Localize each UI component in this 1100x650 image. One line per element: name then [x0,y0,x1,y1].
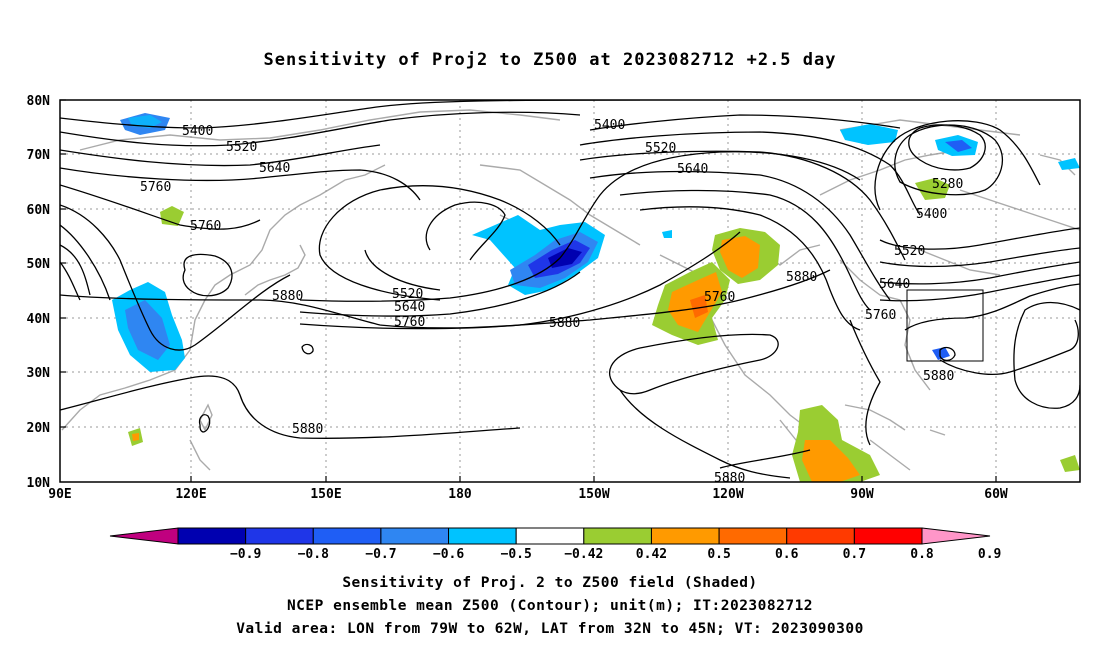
colorbar-swatch [718,527,788,545]
lon-label: 150E [310,487,341,502]
colorbar-label: 0.5 [707,547,730,562]
lat-label: 50N [27,257,51,272]
lon-label: 120W [712,487,743,502]
lon-label: 150W [578,487,609,502]
colorbar-label: −0.7 [365,547,396,562]
colorbar-label: −0.42 [564,547,603,562]
contour-label: 5880 [549,316,580,331]
colorbar-label: 0.8 [910,547,934,562]
coastlines [61,109,1080,482]
colorbar-swatch [583,527,652,545]
contour-label: 5760 [394,315,425,330]
colorbar-swatch [786,527,855,545]
contour-label: 5520 [392,287,423,302]
map-frame [59,99,1081,483]
tick-marks [60,99,997,482]
contour-label: 5520 [894,244,925,259]
caption-line-1: Sensitivity of Proj. 2 to Z500 field (Sh… [342,575,758,591]
contour-label: 5880 [923,369,954,384]
colorbar-label: 0.9 [978,547,1001,562]
lat-label: 70N [27,148,51,163]
lon-label: 90E [48,487,71,502]
lon-label: 120E [175,487,206,502]
contour-label: 5880 [272,289,303,304]
colorbar-min-triangle [109,527,179,545]
colorbar [109,527,991,545]
colorbar-label: −0.6 [433,547,464,562]
colorbar-label: −0.9 [230,547,261,562]
contour-label: 5760 [704,290,735,305]
colorbar-label: 0.42 [636,547,667,562]
contour-label: 5760 [190,219,221,234]
colorbar-swatch [312,527,382,545]
lon-label: 90W [850,487,874,502]
contour-label: 5760 [140,180,171,195]
contour-label: 5520 [645,141,676,156]
contour-label: 5520 [226,140,257,155]
lat-label: 60N [27,203,51,218]
lat-label: 80N [27,94,51,109]
lon-label: 60W [984,487,1008,502]
lat-label: 40N [27,312,51,327]
colorbar-swatch [448,527,517,545]
contour-label: 5880 [786,270,817,285]
contour-label: 5400 [594,118,625,133]
colorbar-swatch [650,527,720,545]
lat-label: 30N [27,366,51,381]
longitude-labels: 90E 120E 150E 180 150W 120W 90W 60W [48,487,1008,502]
contour-label: 5880 [714,471,745,486]
contour-label: 5640 [677,162,708,177]
map-title: Sensitivity of Proj2 to Z500 at 20230827… [263,50,837,70]
contour-label: 5640 [259,161,290,176]
contour-label: 5880 [292,422,323,437]
caption-line-3: Valid area: LON from 79W to 62W, LAT fro… [236,621,864,637]
colorbar-label: 0.6 [775,547,799,562]
contour-label: 5400 [182,124,213,139]
contour-label: 5760 [865,308,896,323]
colorbar-swatch [853,527,923,545]
colorbar-swatch [380,527,450,545]
lon-label: 180 [448,487,472,502]
valid-area-box [906,289,984,362]
colorbar-label: 0.7 [843,547,866,562]
colorbar-swatch [177,527,247,545]
colorbar-swatch [515,527,585,545]
graticule [60,100,1080,482]
lat-label: 10N [27,476,51,491]
colorbar-label: −0.8 [298,547,329,562]
caption-line-2: NCEP ensemble mean Z500 (Contour); unit(… [286,598,814,614]
colorbar-swatch [245,527,314,545]
contour-label: 5640 [394,300,425,315]
contour-label: 5400 [916,207,947,222]
z500-contours [60,100,1080,479]
contour-label: 5640 [879,277,910,292]
contour-label: 5280 [932,177,963,192]
latitude-labels: 80N 70N 60N 50N 40N 30N 20N 10N [27,94,51,491]
colorbar-labels: −0.9 −0.8 −0.7 −0.6 −0.5 −0.42 0.42 0.5 0.6 0.7 0.… [230,547,1001,562]
lat-label: 20N [27,421,51,436]
contour-labels: 5400 5520 5640 5760 5760 5880 5520 5640 … [140,118,963,486]
colorbar-max-triangle [921,527,991,545]
colorbar-label: −0.5 [501,547,532,562]
